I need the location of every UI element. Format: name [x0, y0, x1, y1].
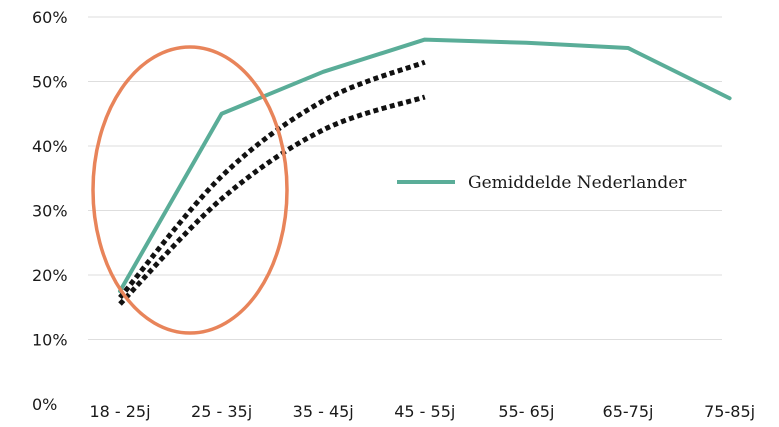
- x-tick-label: 25 - 35j: [191, 402, 252, 421]
- highlight-ellipse: [91, 45, 289, 335]
- y-axis: 0% 10% 20% 30% 40% 50% 60%: [32, 8, 68, 414]
- y-tick-label: 50%: [32, 73, 68, 92]
- highlight-annotation: [91, 45, 289, 335]
- legend: Gemiddelde Nederlander: [397, 173, 687, 193]
- series-lines: [118, 37, 732, 306]
- y-tick-label: 40%: [32, 137, 68, 156]
- y-tick-label: 30%: [32, 202, 68, 221]
- x-tick-label: 45 - 55j: [394, 402, 455, 421]
- x-tick-label: 18 - 25j: [89, 402, 150, 421]
- x-axis: 18 - 25j 25 - 35j 35 - 45j 45 - 55j 55- 65j 6…: [89, 402, 755, 421]
- x-tick-label: 35 - 45j: [293, 402, 354, 421]
- x-tick-label: 55- 65j: [498, 402, 554, 421]
- y-tick-label: 0%: [32, 395, 57, 414]
- y-tick-label: 10%: [32, 331, 68, 350]
- series-line-gemiddelde-nederlander: [118, 37, 732, 294]
- y-tick-label: 20%: [32, 266, 68, 285]
- y-tick-label: 60%: [32, 8, 68, 27]
- dotted-series-line-1: [118, 59, 426, 300]
- x-tick-label: 65-75j: [603, 402, 654, 421]
- legend-label: Gemiddelde Nederlander: [468, 173, 687, 193]
- dotted-series-line-2: [118, 94, 426, 306]
- x-tick-label: 75-85j: [704, 402, 755, 421]
- grid-lines: [88, 16, 722, 340]
